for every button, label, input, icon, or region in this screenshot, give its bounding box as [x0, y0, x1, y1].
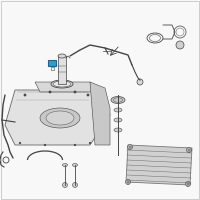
Circle shape: [44, 144, 46, 146]
Circle shape: [87, 94, 89, 96]
Circle shape: [74, 144, 76, 146]
Circle shape: [74, 91, 76, 93]
Ellipse shape: [114, 108, 122, 112]
Ellipse shape: [72, 164, 78, 166]
Ellipse shape: [51, 80, 73, 88]
Ellipse shape: [58, 54, 66, 58]
Circle shape: [24, 94, 26, 96]
Circle shape: [126, 180, 130, 184]
Circle shape: [137, 79, 143, 85]
Ellipse shape: [114, 118, 122, 122]
Circle shape: [49, 91, 51, 93]
Circle shape: [186, 148, 192, 152]
Circle shape: [62, 182, 68, 188]
Ellipse shape: [40, 108, 80, 128]
Ellipse shape: [114, 128, 122, 132]
Circle shape: [176, 41, 184, 49]
Circle shape: [19, 142, 21, 144]
Polygon shape: [35, 82, 95, 92]
Circle shape: [186, 182, 190, 186]
Polygon shape: [126, 145, 192, 185]
Ellipse shape: [46, 111, 74, 125]
Circle shape: [128, 144, 132, 150]
Polygon shape: [5, 90, 110, 145]
Circle shape: [72, 182, 78, 188]
Ellipse shape: [111, 97, 125, 104]
Circle shape: [89, 142, 91, 144]
Polygon shape: [58, 56, 66, 84]
Ellipse shape: [114, 98, 122, 102]
Ellipse shape: [62, 164, 68, 166]
Polygon shape: [90, 82, 110, 145]
Bar: [48, 60, 56, 66]
Bar: [51, 67, 54, 70]
